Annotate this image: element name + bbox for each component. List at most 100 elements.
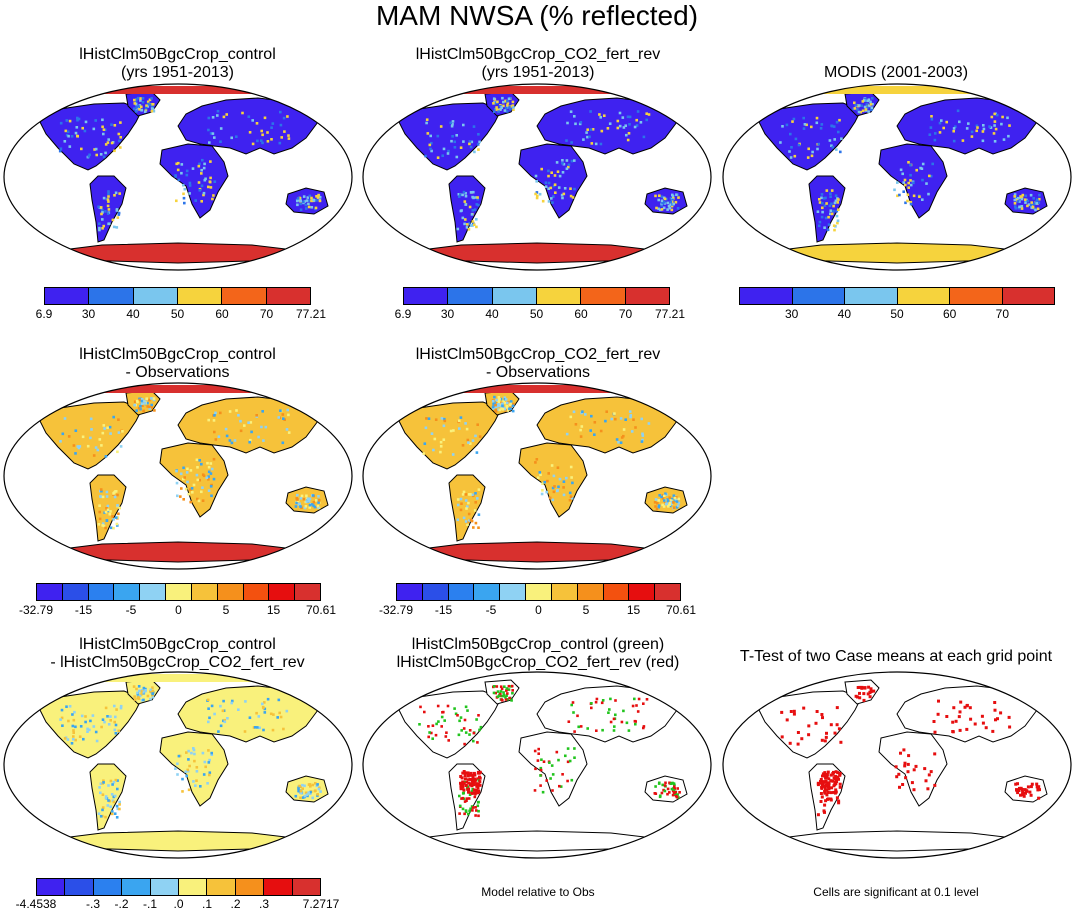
grid-cell <box>663 784 667 787</box>
grid-cell <box>906 770 910 774</box>
grid-cell <box>839 740 843 744</box>
grid-cell <box>654 194 657 198</box>
grid-cell <box>464 194 468 198</box>
grid-cell <box>189 500 192 504</box>
grid-cell <box>276 716 279 719</box>
grid-cell <box>670 499 673 502</box>
grid-cell <box>464 705 468 709</box>
grid-cell <box>835 706 839 710</box>
grid-cell <box>279 110 282 114</box>
grid-cell <box>816 210 820 213</box>
grid-cell <box>993 701 997 704</box>
grid-cell <box>478 780 482 784</box>
grid-cell <box>297 503 301 506</box>
grid-cell <box>511 689 514 692</box>
grid-cell <box>668 503 671 506</box>
grid-cell <box>671 793 675 797</box>
colorbar-cell <box>222 288 267 304</box>
grid-cell <box>452 429 455 432</box>
grid-cell <box>146 401 149 405</box>
grid-cell <box>506 406 509 409</box>
grid-cell <box>551 486 555 490</box>
grid-cell <box>593 421 597 424</box>
grid-cell <box>510 684 514 688</box>
grid-cell <box>466 787 470 791</box>
grid-cell <box>622 428 626 431</box>
grid-cell <box>896 181 899 184</box>
colorbar-co2-minus-obs <box>396 583 681 601</box>
grid-cell <box>209 472 213 475</box>
grid-cell <box>640 440 644 443</box>
grid-cell <box>97 205 100 209</box>
grid-cell <box>467 512 471 516</box>
continent-antarctica <box>60 541 296 563</box>
grid-cell <box>180 487 183 490</box>
grid-cell <box>177 161 180 165</box>
grid-cell <box>193 759 196 763</box>
grid-cell <box>144 106 148 110</box>
grid-cell <box>569 495 573 498</box>
grid-cell <box>508 696 511 700</box>
grid-cell <box>822 809 826 813</box>
grid-cell <box>789 710 793 713</box>
grid-cell <box>508 407 511 411</box>
grid-cell <box>115 708 118 711</box>
grid-cell <box>222 699 225 703</box>
grid-cell <box>952 706 956 710</box>
grid-cell <box>107 190 110 193</box>
grid-cell <box>109 779 113 783</box>
grid-cell <box>319 790 322 793</box>
colorbar-cell <box>536 288 582 304</box>
grid-cell <box>209 485 213 488</box>
grid-cell <box>902 181 905 184</box>
grid-cell <box>140 402 144 405</box>
grid-cell <box>476 777 479 780</box>
grid-cell <box>73 710 76 714</box>
colorbar-control-minus-obs <box>36 583 321 601</box>
grid-cell <box>277 698 281 702</box>
grid-cell <box>70 135 74 138</box>
grid-cell <box>512 402 515 406</box>
grid-cell <box>862 692 866 696</box>
grid-cell <box>133 695 136 698</box>
figure-title: MAM NWSA (% reflected) <box>375 0 699 31</box>
grid-cell <box>579 725 583 728</box>
grid-cell <box>119 121 122 124</box>
grid-cell <box>832 204 835 208</box>
grid-cell <box>791 120 794 123</box>
grid-cell <box>571 481 574 485</box>
grid-cell <box>969 717 973 721</box>
grid-cell <box>463 812 466 816</box>
grid-cell <box>633 719 637 723</box>
grid-cell <box>67 134 70 138</box>
grid-cell <box>247 421 250 424</box>
grid-cell <box>437 720 440 723</box>
grid-cell <box>551 498 555 502</box>
grid-cell <box>628 115 632 119</box>
grid-cell <box>473 208 477 211</box>
grid-cell <box>591 128 595 131</box>
grid-cell <box>116 516 120 519</box>
grid-cell <box>645 698 649 701</box>
grid-cell <box>471 806 475 809</box>
grid-cell <box>193 752 196 756</box>
grid-cell <box>249 421 253 424</box>
grid-cell <box>457 193 461 196</box>
colorbar-cell <box>295 584 320 600</box>
grid-cell <box>1019 196 1023 199</box>
grid-cell <box>477 714 480 717</box>
grid-cell <box>555 161 559 164</box>
grid-cell <box>68 705 72 708</box>
grid-cell <box>819 778 823 781</box>
grid-cell <box>593 433 596 436</box>
grid-cell <box>185 751 188 754</box>
grid-cell <box>655 206 658 210</box>
grid-cell <box>101 211 104 214</box>
grid-cell <box>590 414 593 418</box>
grid-cell <box>115 816 119 819</box>
grid-cell <box>101 118 104 122</box>
grid-cell <box>99 791 102 795</box>
grid-cell <box>825 775 829 779</box>
grid-cell <box>834 770 838 774</box>
grid-cell <box>501 96 504 100</box>
